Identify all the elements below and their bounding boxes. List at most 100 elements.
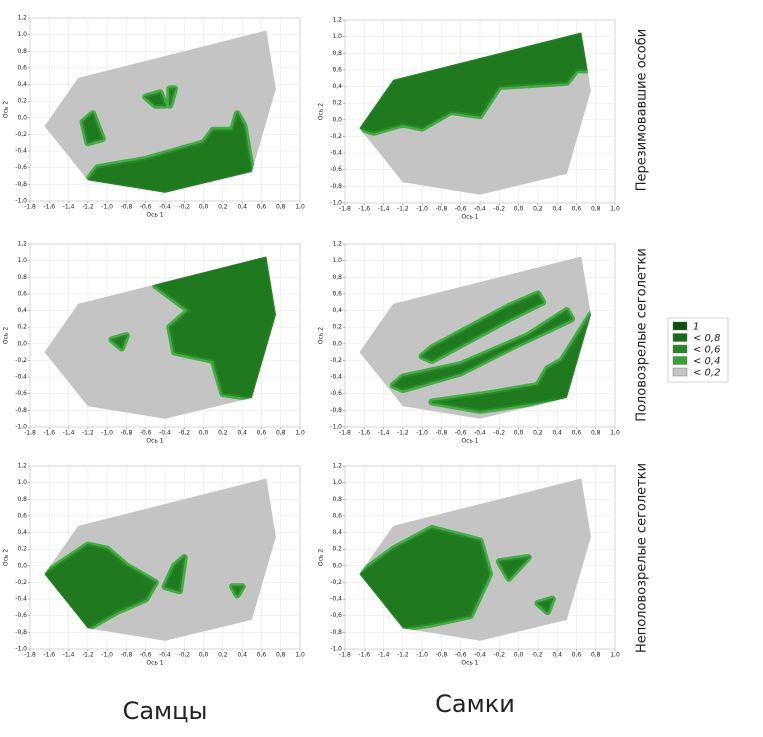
y-tick-label: 1,2 xyxy=(332,463,342,470)
x-tick-label: -1,4 xyxy=(63,204,75,211)
x-axis-label: Ось 1 xyxy=(461,660,478,667)
x-tick-label: -1,2 xyxy=(82,652,94,659)
x-tick-label: -0,8 xyxy=(436,652,448,659)
x-tick-label: -1,8 xyxy=(339,430,351,437)
y-tick-label: 0,2 xyxy=(17,546,27,553)
x-tick-label: -0,6 xyxy=(140,652,152,659)
x-tick-label: 0,8 xyxy=(276,204,286,211)
y-tick-label: 0,8 xyxy=(332,274,342,281)
y-tick-label: 0,8 xyxy=(332,496,342,503)
y-tick-label: 0,2 xyxy=(332,546,342,553)
x-tick-label: -1,4 xyxy=(378,652,390,659)
x-tick-label: 0,2 xyxy=(218,652,228,659)
contour-inner xyxy=(420,292,545,362)
y-tick-label: 0,6 xyxy=(332,66,342,73)
y-tick-label: -0,4 xyxy=(15,374,27,381)
legend-label: 1 xyxy=(693,322,699,333)
row-label: Перезимовавшие особи xyxy=(635,29,650,191)
y-tick-label: -1,0 xyxy=(330,200,342,207)
y-tick-label: 1,2 xyxy=(17,241,27,248)
x-tick-label: -0,6 xyxy=(140,430,152,437)
contour-inner xyxy=(163,555,186,593)
y-tick-label: 1,0 xyxy=(17,479,27,486)
row-label: Половозрелые сеголетки xyxy=(635,248,650,422)
legend-swatch xyxy=(672,356,688,365)
y-tick-label: 0,6 xyxy=(332,290,342,297)
y-tick-label: -0,4 xyxy=(15,148,27,155)
y-axis-label: Ось 2 xyxy=(3,101,10,118)
x-tick-label: -0,2 xyxy=(493,206,505,213)
y-tick-label: 0,0 xyxy=(332,562,342,569)
column-label: Самцы xyxy=(123,697,208,725)
contour-inner xyxy=(359,527,491,630)
contour-inner xyxy=(535,597,554,614)
x-tick-label: -1,4 xyxy=(63,652,75,659)
contour-inner xyxy=(168,87,176,106)
contours xyxy=(45,256,276,402)
x-tick-label: 1,0 xyxy=(295,204,305,211)
y-tick-label: -0,4 xyxy=(15,596,27,603)
x-tick-label: -1,6 xyxy=(43,204,55,211)
panel: -1,8 -1,6 -1,4 -1,2 -1,0 -0,8 -0,6 -0,4 -0,2 0,0 0… xyxy=(3,241,305,445)
x-tick-label: 0,0 xyxy=(199,652,209,659)
y-tick-label: -0,8 xyxy=(330,407,342,414)
contour-inner xyxy=(81,112,104,145)
y-tick-label: -0,6 xyxy=(330,612,342,619)
y-tick-label: -0,2 xyxy=(15,579,27,586)
x-tick-label: -1,4 xyxy=(378,430,390,437)
contour-inner xyxy=(431,314,591,412)
y-tick-label: 0,4 xyxy=(17,81,27,88)
y-tick-label: 0,0 xyxy=(17,562,27,569)
x-tick-label: -0,4 xyxy=(159,204,171,211)
y-tick-label: 1,0 xyxy=(17,31,27,38)
x-tick-label: 0,0 xyxy=(514,206,524,213)
x-tick-label: 0,4 xyxy=(552,206,562,213)
x-tick-label: -0,2 xyxy=(178,204,190,211)
x-tick-label: -1,6 xyxy=(358,430,370,437)
x-tick-label: 0,2 xyxy=(218,430,228,437)
y-tick-label: -1,0 xyxy=(330,424,342,431)
x-tick-label: 0,4 xyxy=(237,430,247,437)
x-tick-label: -1,4 xyxy=(63,430,75,437)
y-tick-label: 1,2 xyxy=(332,241,342,248)
y-tick-label: -0,8 xyxy=(15,407,27,414)
y-tick-label: -0,2 xyxy=(330,579,342,586)
x-tick-label: 0,0 xyxy=(514,652,524,659)
contour-inner xyxy=(497,556,531,580)
x-tick-label: 0,6 xyxy=(572,430,582,437)
x-tick-label: -1,8 xyxy=(339,206,351,213)
x-tick-label: -0,4 xyxy=(474,430,486,437)
y-tick-label: -0,6 xyxy=(15,390,27,397)
y-tick-label: 1,0 xyxy=(17,257,27,264)
y-tick-label: 0,6 xyxy=(332,512,342,519)
y-tick-label: -0,4 xyxy=(330,596,342,603)
y-tick-label: 0,8 xyxy=(17,274,27,281)
legend-swatch xyxy=(672,367,688,377)
x-tick-label: 0,0 xyxy=(199,204,209,211)
x-tick-label: -1,0 xyxy=(101,204,113,211)
y-tick-label: -1,0 xyxy=(15,646,27,653)
legend: 1< 0,8< 0,6< 0,4< 0,2 xyxy=(667,317,729,383)
panel: -1,8 -1,6 -1,4 -1,2 -1,0 -0,8 -0,6 -0,4 -0,2 0,0 0… xyxy=(3,15,305,219)
x-tick-label: 0,8 xyxy=(276,430,286,437)
x-axis-label: Ось 1 xyxy=(461,214,478,221)
x-tick-label: -1,0 xyxy=(101,652,113,659)
x-tick-label: -1,2 xyxy=(397,206,409,213)
x-axis-label: Ось 1 xyxy=(146,660,163,667)
x-tick-label: -1,8 xyxy=(24,652,36,659)
legend-label: < 0,2 xyxy=(693,368,720,379)
contours xyxy=(359,32,591,136)
x-tick-label: -0,4 xyxy=(474,206,486,213)
y-tick-label: 1,2 xyxy=(17,463,27,470)
y-tick-label: 0,4 xyxy=(17,529,27,536)
x-tick-label: -0,6 xyxy=(140,204,152,211)
y-tick-label: 0,0 xyxy=(17,114,27,121)
column-label: Самки xyxy=(435,690,515,718)
y-tick-label: -0,6 xyxy=(330,390,342,397)
x-tick-label: -1,6 xyxy=(358,206,370,213)
x-tick-label: 0,6 xyxy=(257,652,267,659)
x-tick-label: 0,2 xyxy=(533,430,543,437)
contour-inner xyxy=(359,32,590,134)
y-axis-label: Ось 2 xyxy=(318,103,325,120)
x-tick-label: -1,0 xyxy=(416,430,428,437)
